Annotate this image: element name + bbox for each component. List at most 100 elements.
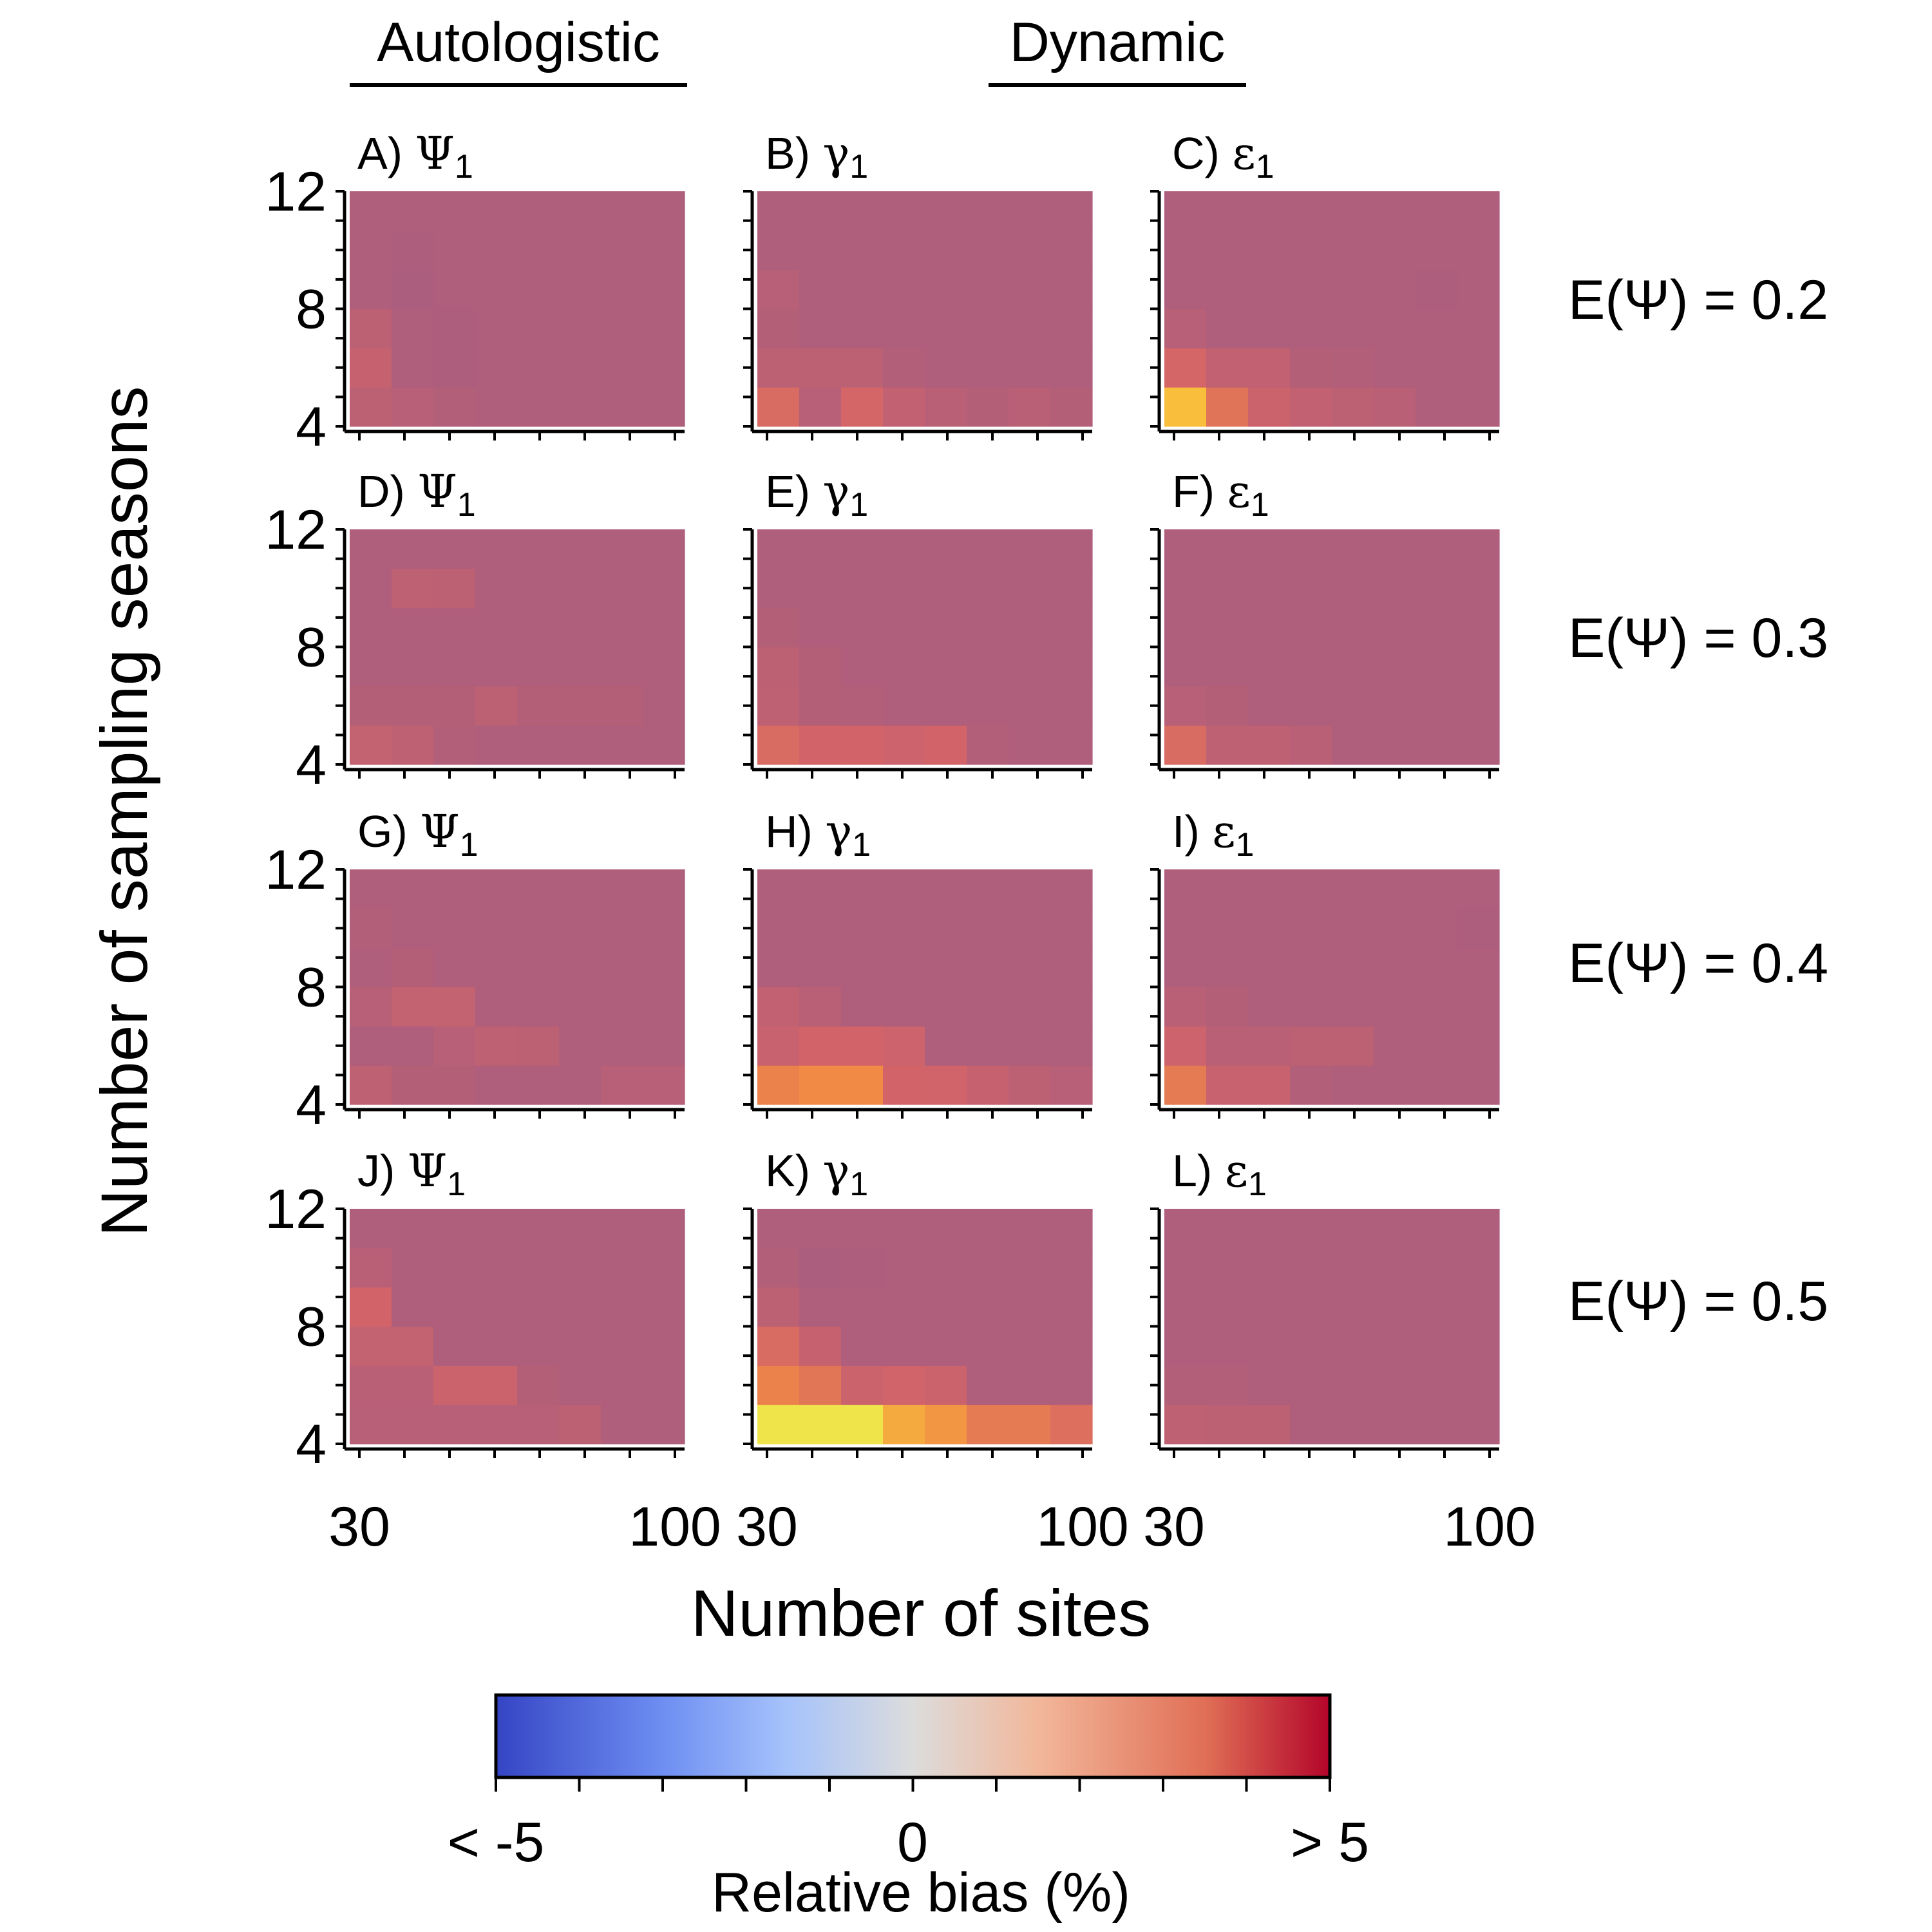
heatmap-cell — [350, 1209, 392, 1249]
heatmap-cell — [1457, 308, 1500, 348]
heatmap-cell — [1332, 725, 1374, 765]
heatmap-cell — [799, 308, 842, 348]
panel-title: G) Ψ1 — [357, 805, 478, 864]
heatmap-cell — [925, 1365, 967, 1405]
heatmap-cell — [1050, 947, 1093, 988]
heatmap-cell — [350, 1326, 392, 1366]
heatmap-cell — [883, 607, 925, 648]
heatmap-cell — [643, 1326, 685, 1366]
heatmap-cell — [559, 1287, 601, 1327]
heatmap-cell — [1290, 1365, 1332, 1405]
heatmap-cell — [601, 647, 643, 687]
heatmap-cell — [1290, 686, 1332, 726]
heatmap-cell — [601, 348, 643, 388]
y-tick-label: 8 — [296, 1296, 327, 1358]
heatmap-cell — [1374, 607, 1416, 648]
heatmap-cell — [967, 387, 1009, 427]
heatmap-cell — [350, 387, 392, 427]
heatmap-cell — [601, 1365, 643, 1405]
heatmap-cell — [433, 308, 476, 348]
heatmap-cell — [559, 230, 601, 270]
heatmap-cell — [925, 529, 967, 569]
heatmap-cell — [1332, 647, 1374, 687]
heatmap-cell — [601, 529, 643, 569]
heatmap-cell — [799, 607, 842, 648]
heatmap-cell — [841, 269, 884, 310]
heatmap-cell — [883, 686, 925, 726]
heatmap-panel: 12 8 4 G) Ψ1 — [265, 805, 685, 1136]
heatmap-cell — [1457, 1405, 1500, 1444]
heatmap-cell — [883, 725, 925, 765]
heatmap-panel: 12 8 4 D) Ψ1 — [265, 465, 685, 796]
heatmap-cell — [1290, 869, 1332, 909]
heatmap-cell — [1457, 725, 1500, 765]
heatmap-cell — [1290, 1247, 1332, 1288]
heatmap-cell — [1457, 947, 1500, 988]
heatmap-cell — [1332, 387, 1374, 427]
heatmap-cell — [643, 348, 685, 388]
heatmap-cell — [1206, 1405, 1249, 1444]
heatmap-cell — [1332, 1209, 1374, 1249]
heatmap-cell — [517, 686, 560, 726]
heatmap-cell — [601, 607, 643, 648]
panel-title: C) ε1 — [1172, 127, 1274, 185]
heatmap-cell — [1248, 529, 1291, 569]
heatmap-cell — [643, 686, 685, 726]
heatmap-cell — [967, 1209, 1009, 1249]
heatmap-cell — [433, 387, 476, 427]
heatmap-cell — [601, 269, 643, 310]
heatmap-cell — [1050, 1247, 1093, 1288]
heatmap-cell — [1050, 869, 1093, 909]
heatmap-cell — [1206, 607, 1249, 648]
heatmap-cell — [757, 1247, 800, 1288]
heatmap-cell — [1050, 1365, 1093, 1405]
heatmap-cell — [757, 1026, 800, 1066]
heatmap-cell — [1009, 1065, 1051, 1105]
heatmap-cell — [1009, 725, 1051, 765]
heatmap-cell — [799, 1247, 842, 1288]
panel-title: H) γ1 — [765, 805, 871, 864]
heatmap-cell — [392, 869, 434, 909]
heatmap-cell — [1009, 607, 1051, 648]
heatmap-cell — [643, 1026, 685, 1066]
heatmap-cell — [517, 947, 560, 988]
heatmap-cell — [601, 191, 643, 231]
heatmap-cell — [517, 387, 560, 427]
heatmap-cell — [1457, 908, 1500, 949]
heatmap-cell — [1374, 908, 1416, 949]
heatmap-cell — [559, 869, 601, 909]
heatmap-cell — [643, 987, 685, 1027]
column-header-autologistic: Autologistic — [377, 12, 660, 73]
heatmap-cell — [1248, 1365, 1291, 1405]
heatmap-cell — [1164, 1026, 1207, 1066]
heatmap-cell — [1416, 1247, 1458, 1288]
heatmap-cell — [1248, 947, 1291, 988]
heatmap-cell — [433, 230, 476, 270]
heatmap-cell — [1164, 191, 1207, 231]
heatmap-cell — [559, 647, 601, 687]
heatmap-cell — [1374, 191, 1416, 231]
heatmap-cell — [1290, 1026, 1332, 1066]
heatmap-cell — [475, 387, 518, 427]
panel-title: J) Ψ1 — [357, 1144, 466, 1203]
heatmap-cell — [757, 908, 800, 949]
heatmap-cell — [1206, 348, 1249, 388]
heatmap-cell — [1050, 607, 1093, 648]
heatmap-cell — [1416, 947, 1458, 988]
heatmap-cell — [1332, 191, 1374, 231]
heatmap-cell — [925, 230, 967, 270]
heatmap-cell — [1416, 1065, 1458, 1105]
heatmap-cell — [433, 607, 476, 648]
heatmap-cell — [1206, 987, 1249, 1027]
heatmap-cell — [1416, 568, 1458, 609]
heatmap-cell — [1332, 1365, 1374, 1405]
heatmap-cell — [1332, 607, 1374, 648]
heatmap-cell — [1248, 1026, 1291, 1066]
heatmap-cell — [433, 686, 476, 726]
heatmap-cell — [601, 686, 643, 726]
heatmap-cell — [967, 1287, 1009, 1327]
heatmap-cell — [841, 568, 884, 609]
heatmap-cell — [841, 529, 884, 569]
heatmap-cell — [967, 869, 1009, 909]
heatmap-cell — [559, 1326, 601, 1366]
